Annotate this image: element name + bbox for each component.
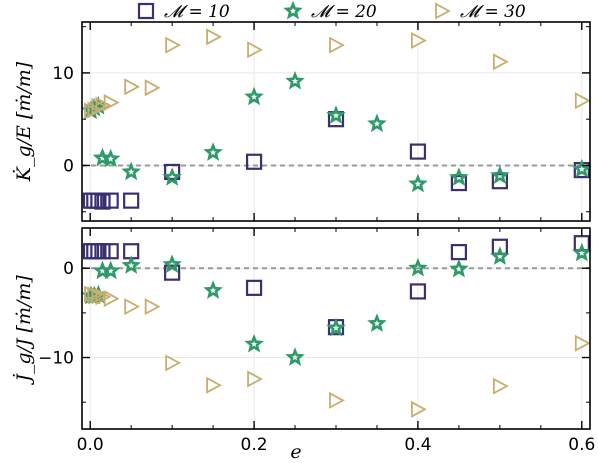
point-bottom-m3-4 bbox=[103, 290, 120, 308]
point-top-m1-9 bbox=[409, 143, 427, 160]
point-top-m2-9 bbox=[285, 70, 305, 90]
marks-top bbox=[81, 28, 592, 210]
ticks-top: 0 10 bbox=[52, 22, 590, 221]
point-top-m2-5 bbox=[121, 161, 141, 181]
point-bottom-m2-10 bbox=[326, 317, 346, 337]
point-top-m3-11 bbox=[411, 32, 427, 50]
marks-bottom bbox=[81, 235, 592, 418]
legend-marker-1 bbox=[137, 2, 155, 20]
point-bottom-m2-8 bbox=[244, 333, 264, 353]
point-bottom-m1-1 bbox=[86, 243, 103, 260]
y-axis-label-top: K̇_g/E [ṁ/m] bbox=[13, 61, 35, 182]
point-top-m1-10 bbox=[450, 174, 468, 192]
ticks-bottom: −10 0 0.0 0.2 0.4 0.6 bbox=[38, 228, 595, 455]
point-top-m1-11 bbox=[491, 173, 508, 190]
point-top-m2-14 bbox=[490, 165, 510, 184]
point-top-m2-13 bbox=[449, 167, 469, 186]
point-bottom-m1-11 bbox=[491, 238, 508, 255]
point-top-m3-9 bbox=[247, 41, 263, 59]
point-bottom-m2-9 bbox=[285, 347, 305, 366]
point-top-m3-5 bbox=[124, 78, 141, 96]
point-bottom-m1-4 bbox=[102, 243, 119, 260]
point-top-m2-10 bbox=[326, 105, 346, 124]
point-bottom-m1-7 bbox=[245, 279, 263, 296]
point-bottom-m3-6 bbox=[144, 298, 161, 316]
point-bottom-m2-7 bbox=[203, 280, 223, 299]
legend-label-2: 𝓜 = 20 bbox=[311, 2, 377, 22]
point-bottom-m3-11 bbox=[411, 400, 427, 418]
point-bottom-m2-5 bbox=[121, 255, 141, 274]
point-top-m2-15 bbox=[572, 158, 592, 178]
point-top-m2-11 bbox=[367, 113, 387, 133]
point-top-m2-7 bbox=[203, 142, 223, 161]
panel-top: 0 10 K̇_g/E [ṁ/m] bbox=[13, 21, 592, 222]
panel-bottom: −10 0 0.0 0.2 0.4 0.6 J̇_g/J [ṁ/m] e bbox=[13, 227, 595, 463]
grid-top bbox=[82, 22, 590, 221]
point-top-m3-13 bbox=[574, 92, 591, 110]
point-top-m1-1 bbox=[86, 192, 103, 209]
point-top-m1-4 bbox=[102, 192, 119, 209]
point-top-m3-10 bbox=[329, 36, 345, 54]
point-bottom-m3-5 bbox=[124, 298, 141, 316]
legend: 𝓜 = 10 𝓜 = 20 𝓜 = 30 bbox=[137, 0, 526, 22]
point-bottom-m2-4 bbox=[100, 260, 121, 280]
y-tick-label-bottom-neg10: −10 bbox=[38, 349, 74, 369]
legend-marker-3 bbox=[435, 2, 451, 20]
point-bottom-m1-3 bbox=[94, 243, 111, 260]
point-bottom-m2-6 bbox=[162, 254, 182, 273]
point-bottom-m3-3 bbox=[95, 288, 112, 306]
point-top-m1-7 bbox=[245, 153, 263, 170]
point-bottom-m3-12 bbox=[492, 377, 509, 395]
point-bottom-m3-7 bbox=[165, 354, 182, 372]
point-top-m2-4 bbox=[100, 148, 121, 168]
point-top-m2-6 bbox=[162, 167, 182, 186]
point-bottom-m2-11 bbox=[367, 313, 387, 332]
axes-frame-top bbox=[81, 21, 591, 222]
x-axis-label: e bbox=[290, 441, 301, 463]
point-top-m3-8 bbox=[206, 28, 222, 46]
axes-frame-bottom bbox=[81, 227, 591, 430]
point-bottom-m1-12 bbox=[573, 235, 590, 252]
point-bottom-m2-15 bbox=[572, 242, 592, 262]
point-bottom-m3-9 bbox=[247, 370, 263, 388]
point-top-m1-8 bbox=[327, 111, 345, 128]
legend-marker-2 bbox=[283, 0, 303, 20]
point-bottom-m2-12 bbox=[408, 257, 428, 277]
x-tick-label-0.4: 0.4 bbox=[404, 435, 431, 455]
point-top-m3-1 bbox=[87, 101, 104, 119]
point-top-m3-3 bbox=[95, 96, 112, 114]
x-tick-label-0.2: 0.2 bbox=[241, 435, 268, 455]
point-top-m3-12 bbox=[492, 53, 509, 71]
y-tick-label-bottom-0: 0 bbox=[63, 259, 74, 279]
point-top-m3-4 bbox=[103, 94, 120, 112]
x-tick-label-0.6: 0.6 bbox=[568, 435, 595, 455]
point-bottom-m3-8 bbox=[206, 376, 222, 394]
point-top-m1-6 bbox=[164, 163, 181, 181]
point-top-m1-3 bbox=[94, 193, 111, 210]
y-tick-label-top-0: 0 bbox=[63, 156, 74, 176]
point-bottom-m2-14 bbox=[490, 246, 510, 265]
point-bottom-m1-6 bbox=[164, 264, 181, 281]
point-bottom-m1-9 bbox=[409, 283, 427, 300]
point-top-m3-7 bbox=[165, 36, 182, 54]
point-top-m3-2 bbox=[91, 97, 108, 115]
point-top-m1-5 bbox=[123, 192, 140, 209]
point-top-m3-6 bbox=[144, 79, 161, 97]
point-bottom-m2-13 bbox=[449, 258, 469, 278]
point-bottom-m3-1 bbox=[87, 286, 104, 304]
point-bottom-m3-2 bbox=[91, 287, 108, 305]
point-bottom-m3-13 bbox=[574, 334, 591, 352]
point-top-m2-8 bbox=[244, 86, 264, 106]
grid-bottom bbox=[82, 228, 590, 429]
y-tick-label-top-10: 10 bbox=[52, 64, 74, 84]
x-tick-label-0.0: 0.0 bbox=[77, 435, 104, 455]
point-top-m2-12 bbox=[408, 173, 428, 193]
point-bottom-m3-10 bbox=[329, 391, 345, 409]
point-bottom-m1-10 bbox=[450, 244, 468, 261]
legend-label-3: 𝓜 = 30 bbox=[460, 2, 526, 22]
legend-label-1: 𝓜 = 10 bbox=[164, 2, 230, 22]
y-axis-label-bottom: J̇_g/J [ṁ/m] bbox=[13, 275, 35, 386]
